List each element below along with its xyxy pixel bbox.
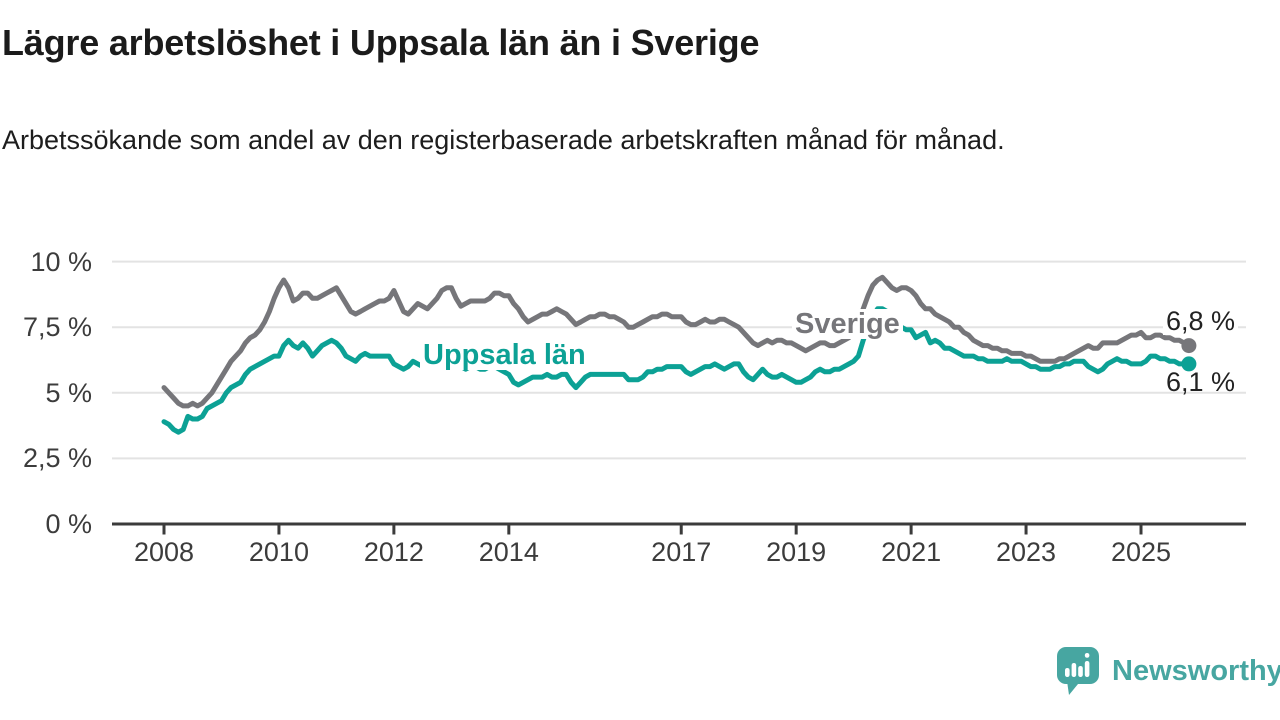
end-value-label-sverige: 6,8 % <box>1163 307 1239 335</box>
newsworthy-logo-text: Newsworthy <box>1112 654 1280 687</box>
series-label-sverige: Sverige <box>792 309 903 339</box>
chart-subtitle: Arbetssökande som andel av den registerb… <box>2 125 1005 155</box>
x-axis-tick-label: 2010 <box>248 537 309 567</box>
series-line-uppsala <box>161 306 1192 435</box>
x-axis-tick-label: 2008 <box>133 537 195 567</box>
x-axis-tick-label: 2017 <box>651 537 712 567</box>
x-axis-tick-label: 2021 <box>881 537 942 567</box>
end-value-label-uppsala: 6,1 % <box>1166 367 1236 397</box>
chart-title: Lägre arbetslöshet i Uppsala län än i Sv… <box>2 22 760 63</box>
series-line-sverige <box>161 274 1192 409</box>
newsworthy-logo: Newsworthy <box>1056 646 1280 696</box>
y-axis-tick-label: 7,5 % <box>22 312 92 343</box>
x-axis-tick-label: 2019 <box>766 537 827 567</box>
y-axis-tick-label: 5 % <box>45 377 92 408</box>
x-axis-tick-label: 2014 <box>478 537 539 567</box>
x-axis-tick-label: 2012 <box>363 537 424 567</box>
x-axis-tick-label: 2023 <box>996 537 1057 567</box>
y-axis-tick-label: 2,5 % <box>22 443 92 474</box>
series-label-uppsala: Uppsala län <box>420 340 589 370</box>
newsworthy-logo-icon <box>1057 647 1099 695</box>
series-end-dot-sverige <box>1181 338 1197 354</box>
x-axis-tick-label: 2025 <box>1110 537 1172 567</box>
y-axis-tick-label: 10 % <box>30 246 92 277</box>
series-end-dot-uppsala <box>1181 356 1197 372</box>
y-axis-tick-label: 0 % <box>45 509 92 539</box>
